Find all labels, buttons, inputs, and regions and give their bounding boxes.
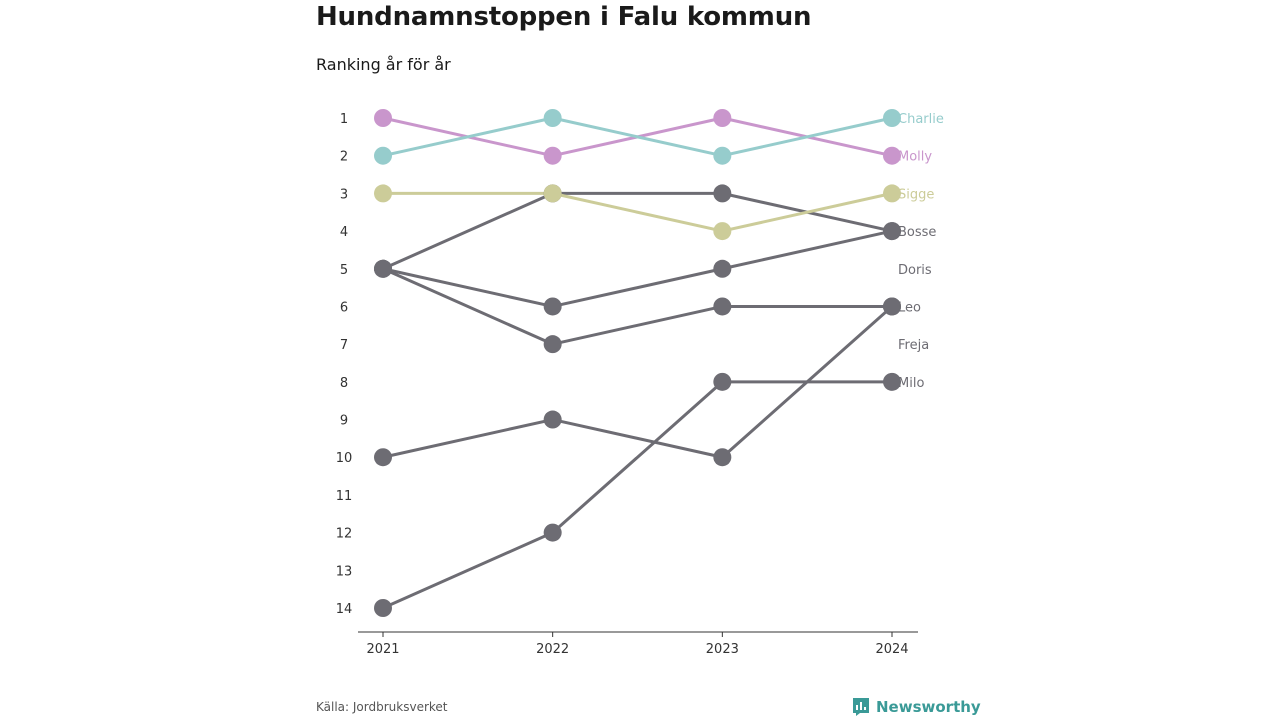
end-label: Doris <box>898 263 932 278</box>
data-point <box>883 146 901 165</box>
y-tick-label: 3 <box>340 187 348 202</box>
data-point <box>883 109 901 127</box>
data-point <box>543 335 562 354</box>
x-tick-label: 2022 <box>536 642 569 657</box>
x-tick-label: 2021 <box>366 642 399 657</box>
y-tick-label: 10 <box>336 451 353 466</box>
series-points <box>374 109 901 617</box>
data-point <box>713 297 732 316</box>
series-line <box>382 380 892 610</box>
series-line <box>382 191 893 271</box>
data-point <box>713 448 732 467</box>
series-line <box>382 305 893 459</box>
end-label: Leo <box>898 300 921 315</box>
data-point <box>543 184 562 203</box>
y-tick-label: 6 <box>340 300 348 315</box>
bar-chart-speech-icon <box>853 698 869 716</box>
data-point <box>543 297 562 316</box>
y-tick-label: 11 <box>336 489 353 504</box>
data-point <box>543 146 562 165</box>
end-label: Sigge <box>898 187 934 202</box>
data-point <box>374 184 392 203</box>
y-tick-label: 13 <box>336 564 353 579</box>
end-label: Bosse <box>898 225 936 240</box>
chart-title: Hundnamnstoppen i Falu kommun <box>316 2 812 32</box>
data-point <box>543 109 562 127</box>
series-lines <box>382 116 893 610</box>
series-line <box>383 191 893 233</box>
source-note: Källa: Jordbruksverket <box>316 700 448 714</box>
y-tick-label: 8 <box>340 376 348 391</box>
y-tick-label: 7 <box>340 338 348 353</box>
end-label: Freja <box>898 338 929 353</box>
chart-subtitle: Ranking år för år <box>316 55 451 74</box>
end-label: Charlie <box>898 112 944 127</box>
data-point <box>713 184 732 203</box>
data-point <box>374 109 392 127</box>
end-label: Molly <box>898 150 932 165</box>
data-point <box>883 297 901 316</box>
data-point <box>713 259 732 278</box>
data-point <box>374 448 392 467</box>
data-point <box>883 222 901 241</box>
y-tick-label: 9 <box>340 414 348 429</box>
data-point <box>713 146 732 165</box>
data-point <box>543 523 562 542</box>
data-point <box>374 599 392 617</box>
data-point <box>883 184 901 203</box>
end-labels: Charlie Molly Sigge Bosse Doris Leo Freja Milo <box>898 112 944 391</box>
data-point <box>713 109 732 127</box>
series-line <box>382 116 893 158</box>
series-line <box>382 229 893 308</box>
brand-name: Newsworthy <box>876 698 981 716</box>
data-point <box>543 410 562 429</box>
y-tick-label: 2 <box>340 150 348 165</box>
data-point <box>713 222 732 241</box>
y-tick-label: 1 <box>340 112 348 127</box>
series-line <box>382 267 892 346</box>
brand-logo: Newsworthy <box>852 697 981 717</box>
data-point <box>883 372 901 391</box>
data-point <box>713 372 732 391</box>
y-tick-label: 14 <box>336 602 353 617</box>
x-axis: 2021 2022 2023 2024 <box>358 631 918 657</box>
y-tick-label: 4 <box>340 225 348 240</box>
data-point <box>374 259 392 278</box>
x-tick-label: 2024 <box>875 642 908 657</box>
end-label: Milo <box>898 376 924 391</box>
y-tick-label: 12 <box>336 527 353 542</box>
y-tick-label: 5 <box>340 263 348 278</box>
x-tick-label: 2023 <box>706 642 739 657</box>
data-point <box>374 146 392 165</box>
